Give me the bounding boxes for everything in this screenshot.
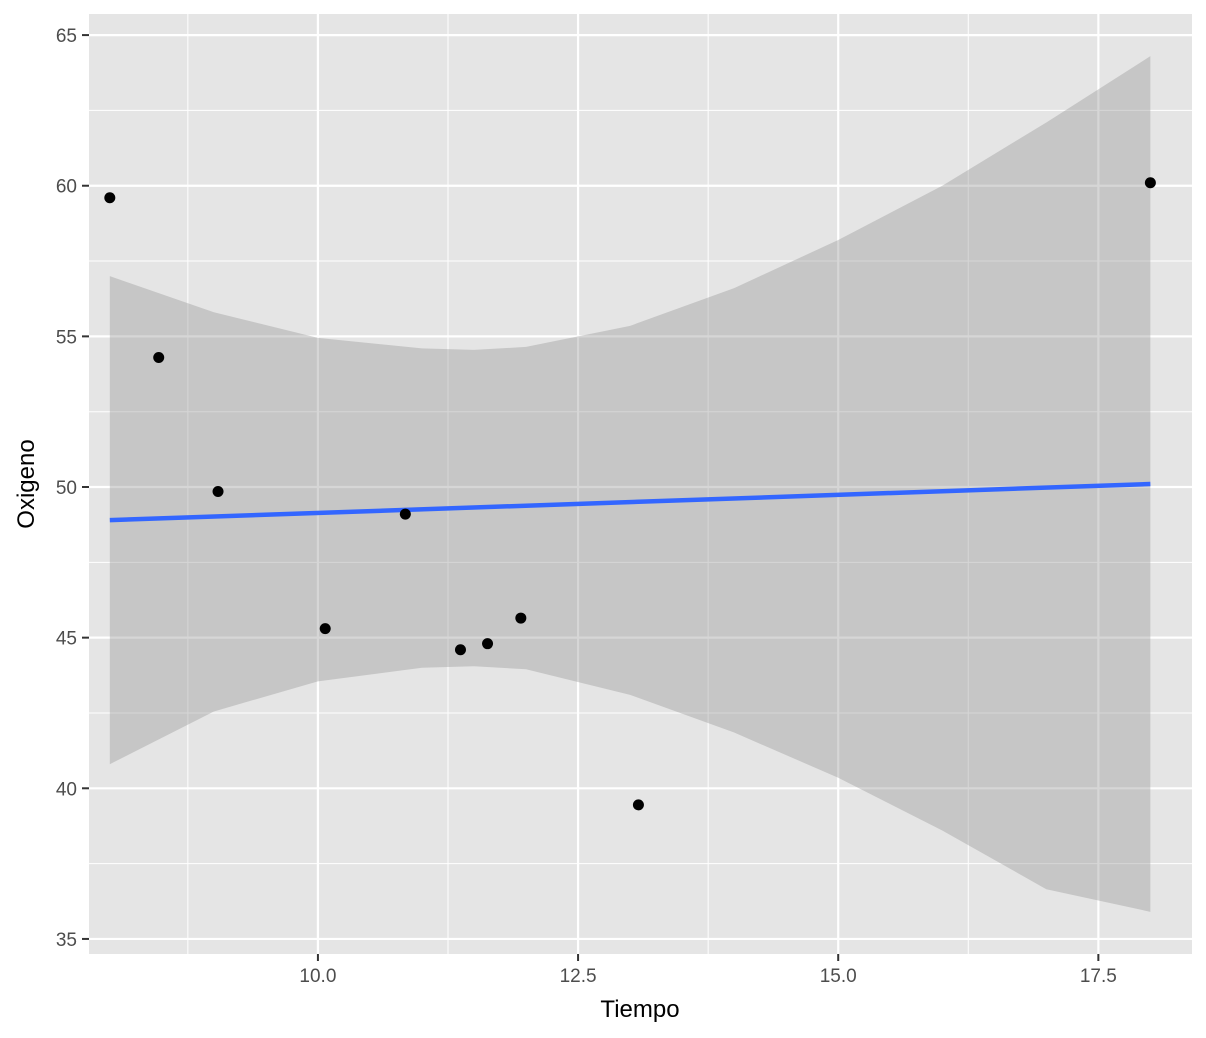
y-tick-label: 45 (56, 629, 77, 650)
plot-panel (89, 14, 1192, 954)
data-point (153, 351, 165, 363)
y-tick-label: 40 (56, 779, 77, 800)
data-points (104, 177, 1156, 811)
data-point (319, 623, 331, 635)
y-axis: 35 40 45 50 55 60 65 (56, 26, 89, 951)
x-axis: 10.0 12.5 15.0 17.5 (299, 954, 1117, 987)
data-point (454, 644, 466, 656)
y-tick-label: 55 (56, 327, 77, 348)
x-axis-title: Tiempo (600, 996, 679, 1023)
trend-line-group (109, 481, 1151, 523)
data-point (515, 612, 527, 624)
data-point (399, 508, 411, 520)
data-point (632, 799, 644, 811)
data-point (212, 486, 224, 498)
y-tick-label: 50 (56, 478, 77, 499)
y-tick-label: 60 (56, 177, 77, 198)
x-tick-label: 12.5 (560, 966, 597, 987)
y-tick-label: 65 (56, 26, 77, 47)
data-point (104, 192, 116, 204)
data-point (482, 638, 494, 650)
confidence-band (109, 56, 1151, 912)
y-axis-title: Oxigeno (13, 439, 40, 528)
x-tick-label: 15.0 (820, 966, 857, 987)
x-tick-label: 17.5 (1080, 966, 1117, 987)
y-tick-label: 35 (56, 930, 77, 951)
confidence-band-area (109, 56, 1151, 912)
minor-gridlines (89, 14, 1192, 954)
data-point (1144, 177, 1156, 189)
x-tick-label: 10.0 (299, 966, 336, 987)
trend-line (109, 481, 1151, 523)
